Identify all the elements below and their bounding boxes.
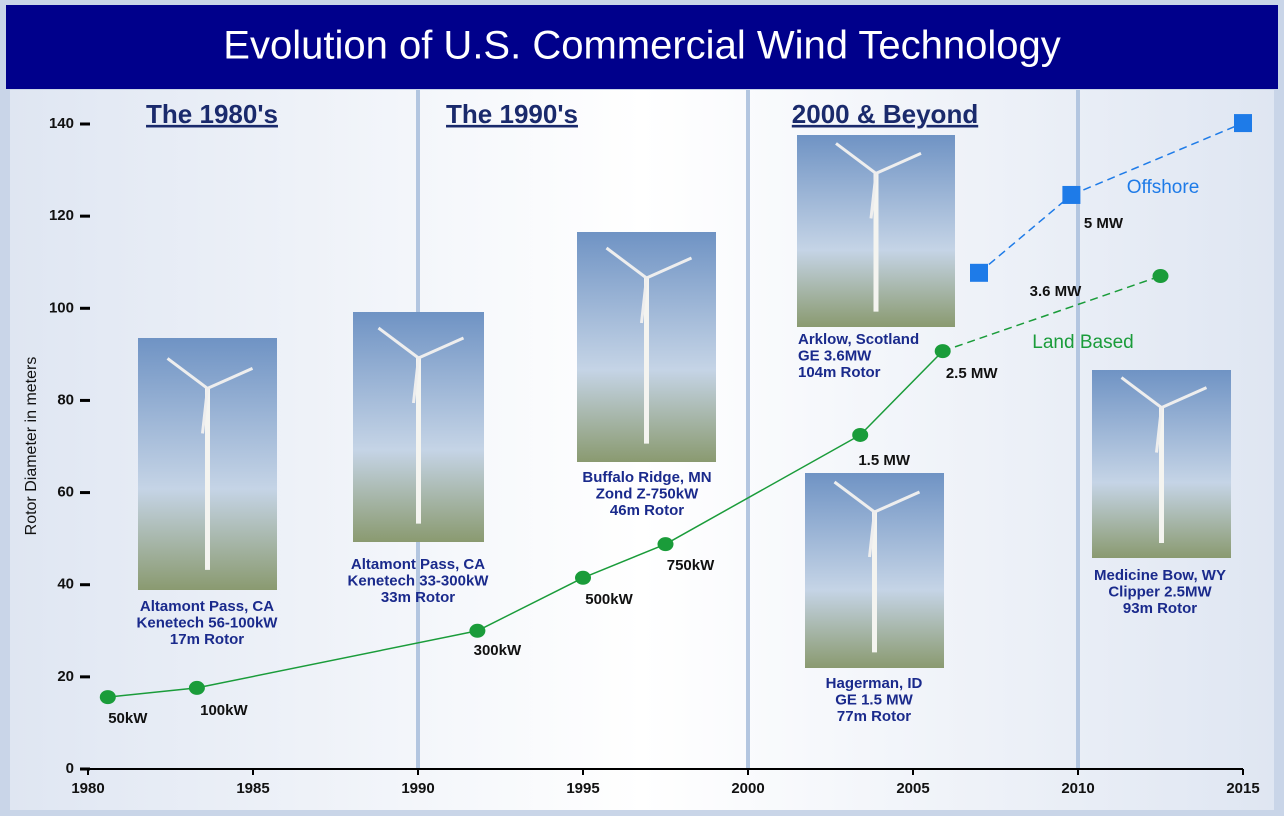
photo [805, 473, 944, 668]
series-name: Offshore [1127, 177, 1200, 198]
data-label: 2.5 MW [946, 365, 999, 382]
photo-caption: 46m Rotor [610, 502, 684, 519]
data-label: 3.6 MW [1030, 283, 1083, 300]
photo-caption: Medicine Bow, WY [1094, 567, 1226, 584]
x-tick-label: 1990 [401, 780, 434, 797]
y-tick-label: 0 [66, 760, 74, 777]
y-tick-label: 80 [57, 391, 74, 408]
photo [797, 135, 955, 327]
x-tick-label: 1995 [566, 780, 599, 797]
photo [138, 338, 277, 590]
turbine-blade [873, 490, 921, 514]
series-connector [859, 350, 944, 436]
era-heading: The 1990's [446, 99, 578, 129]
y-tick-label: 40 [57, 576, 74, 593]
photo-caption: 93m Rotor [1123, 600, 1197, 617]
photo [577, 232, 716, 462]
photo-caption: Clipper 2.5MW [1108, 583, 1212, 600]
data-label: 5 MW [1084, 215, 1124, 232]
turbine-blade [1160, 386, 1208, 409]
data-point [970, 263, 988, 282]
photo-caption: Kenetech 56-100kW [137, 614, 279, 631]
data-point [99, 690, 116, 705]
data-label: 300kW [474, 642, 522, 659]
era-heading: The 1980's [146, 99, 278, 129]
title-bar [6, 5, 1278, 89]
photo-caption: 17m Rotor [170, 631, 244, 648]
series-connector [582, 543, 666, 579]
turbine-blade [869, 173, 878, 219]
photo-caption: 77m Rotor [837, 708, 911, 725]
turbine-blade [645, 256, 693, 280]
turbine-blade [377, 326, 420, 360]
photo-caption: Kenetech 33-300kW [348, 572, 490, 589]
turbine-blade [1120, 376, 1163, 409]
turbine-blade [640, 277, 648, 324]
y-tick-label: 140 [49, 115, 74, 132]
turbine-blade [412, 357, 420, 404]
turbine-blade [206, 367, 254, 390]
x-tick-label: 2015 [1226, 780, 1259, 797]
y-tick-label: 120 [49, 207, 74, 224]
data-point [1152, 269, 1169, 284]
photo [353, 312, 484, 542]
x-tick-label: 2005 [896, 780, 929, 797]
data-label: 100kW [200, 702, 248, 719]
series-connector [665, 434, 861, 545]
photo-caption: 33m Rotor [381, 589, 455, 606]
photo-caption: Altamont Pass, CA [351, 556, 485, 573]
data-label: 50kW [108, 710, 148, 727]
x-tick-label: 1980 [71, 780, 104, 797]
y-tick-label: 20 [57, 668, 74, 685]
photo-caption: Buffalo Ridge, MN [582, 469, 711, 486]
chart-title: Evolution of U.S. Commercial Wind Techno… [223, 24, 1060, 68]
photo-caption: 104m Rotor [798, 364, 881, 381]
x-tick-label: 1985 [236, 780, 269, 797]
turbine-blade [875, 152, 922, 175]
data-point [469, 623, 486, 638]
photo-caption: Arklow, Scotland [798, 331, 919, 348]
era-heading: 2000 & Beyond [792, 99, 978, 129]
photo-caption: Altamont Pass, CA [140, 598, 274, 615]
turbine-blade [605, 246, 648, 280]
turbine-blade [417, 336, 465, 360]
data-point [1062, 185, 1081, 204]
data-label: 750kW [667, 557, 715, 574]
series-connector [978, 194, 1072, 274]
turbine-blade [868, 511, 876, 558]
turbine-blade [201, 388, 209, 434]
series-connector [1071, 122, 1244, 196]
y-tick-label: 100 [49, 299, 74, 316]
data-label: 1.5 MW [858, 452, 911, 469]
photo-caption: Zond Z-750kW [596, 485, 699, 502]
y-axis-label: Rotor Diameter in meters [23, 357, 40, 536]
photo [1092, 370, 1231, 558]
data-label: 500kW [585, 591, 633, 608]
series-name: Land Based [1032, 332, 1133, 353]
data-point [575, 570, 591, 585]
turbine-blade [833, 480, 876, 514]
data-point [657, 537, 674, 552]
turbine-blade [166, 357, 209, 390]
data-point [188, 680, 205, 695]
series-connector [107, 687, 197, 698]
x-tick-label: 2010 [1061, 780, 1094, 797]
x-tick-label: 2000 [731, 780, 764, 797]
series-connector [196, 630, 478, 689]
series-connector [477, 577, 584, 632]
photo-caption: Hagerman, ID [826, 675, 923, 692]
data-point [852, 427, 869, 442]
data-point [1234, 114, 1252, 133]
data-point [934, 344, 951, 359]
photo-caption: GE 3.6MW [798, 347, 872, 364]
y-tick-label: 60 [57, 484, 74, 501]
turbine-blade [835, 142, 877, 175]
turbine-blade [1155, 407, 1163, 453]
photo-caption: GE 1.5 MW [835, 691, 913, 708]
